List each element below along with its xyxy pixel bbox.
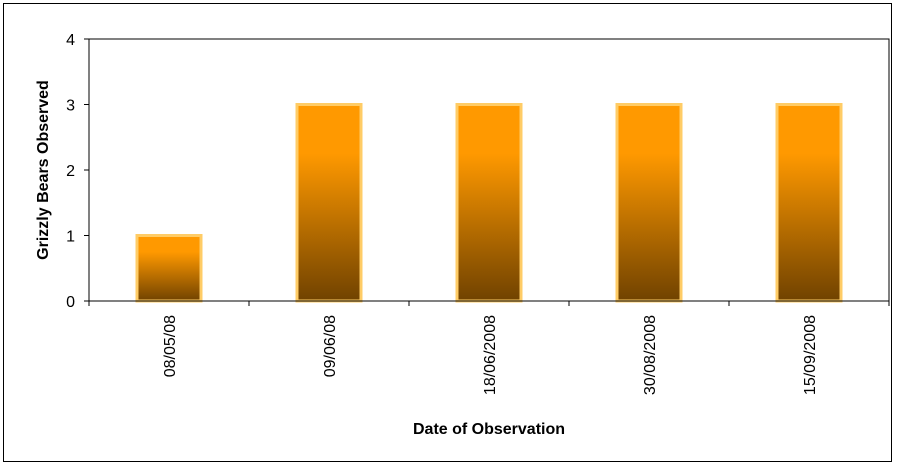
bar <box>455 103 523 303</box>
x-tick-label: 09/06/08 <box>322 315 339 377</box>
y-tick-label: 0 <box>66 294 75 311</box>
x-tick-label: 18/06/2008 <box>482 315 499 395</box>
plot-area <box>88 38 890 302</box>
bar <box>615 103 683 303</box>
bar <box>295 103 363 303</box>
x-tick-label: 08/05/08 <box>162 315 179 377</box>
x-axis-title: Date of Observation <box>413 421 565 438</box>
chart-frame <box>3 3 892 462</box>
y-axis-ticks: 0 1 2 3 4 <box>66 32 89 311</box>
y-tick-label: 4 <box>66 32 75 49</box>
y-tick-label: 2 <box>66 163 75 180</box>
x-tick-label: 15/09/2008 <box>802 315 819 395</box>
bar <box>775 103 843 303</box>
y-axis-title: Grizzly Bears Observed <box>35 80 52 260</box>
x-tick-label: 30/08/2008 <box>642 315 659 395</box>
y-tick-label: 3 <box>66 98 75 115</box>
y-tick-label: 1 <box>66 229 75 246</box>
bars <box>135 103 843 303</box>
bar <box>135 234 203 303</box>
x-axis-ticks: 08/05/08 09/06/08 18/06/2008 30/08/2008 15/0… <box>88 301 890 395</box>
